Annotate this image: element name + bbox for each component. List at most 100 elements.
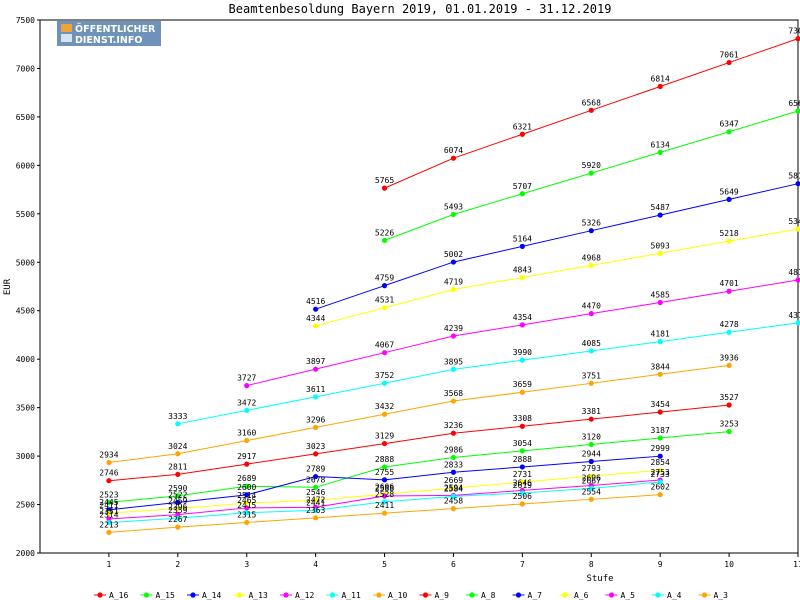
- data-label: 2689: [237, 474, 256, 483]
- data-label: 2600: [237, 483, 256, 492]
- series-a-8: [106, 428, 732, 505]
- data-point: [244, 407, 250, 413]
- data-point: [657, 409, 663, 415]
- data-label: 3054: [513, 439, 532, 448]
- data-label: 4085: [582, 339, 601, 348]
- data-point: [106, 499, 112, 505]
- legend-item: A_8: [466, 591, 496, 600]
- data-point: [175, 515, 181, 521]
- legend-item: A_4: [652, 591, 682, 600]
- data-point: [588, 107, 594, 113]
- data-label: 4719: [444, 278, 463, 287]
- data-label: 2854: [651, 458, 670, 467]
- data-point: [726, 288, 732, 294]
- data-label: 5093: [651, 241, 670, 250]
- data-point: [519, 464, 525, 470]
- legend-marker: [562, 592, 568, 598]
- data-label: 2267: [168, 515, 187, 524]
- data-label: 2441: [306, 498, 325, 507]
- series-a-14: [313, 181, 800, 312]
- data-point: [519, 479, 525, 485]
- legend-label: A_7: [528, 591, 543, 600]
- data-label: 5493: [444, 202, 463, 211]
- data-label: 2733: [651, 470, 670, 479]
- data-point: [657, 467, 663, 473]
- data-point: [450, 155, 457, 161]
- data-point: [175, 524, 181, 530]
- series-a-10: [106, 362, 732, 466]
- legend-label: A_16: [109, 591, 128, 600]
- data-point: [588, 170, 594, 176]
- data-label: 4278: [719, 320, 738, 329]
- data-label: 5707: [513, 182, 532, 191]
- data-label: 3432: [375, 402, 394, 411]
- data-label: 4968: [582, 253, 601, 262]
- data-label: 3568: [444, 389, 463, 398]
- data-point: [106, 516, 112, 522]
- logo-line1: ÖFFENTLICHER: [75, 24, 156, 35]
- data-label: 4516: [306, 297, 325, 306]
- plot-frame: [39, 19, 799, 554]
- data-label: 3936: [719, 353, 738, 362]
- data-point: [450, 286, 457, 293]
- legend-label: A_12: [295, 591, 314, 600]
- data-label: 2944: [582, 450, 601, 459]
- series-a-11: [175, 320, 800, 427]
- data-point: [244, 492, 250, 498]
- data-label: 2746: [99, 469, 118, 478]
- data-label: 2590: [168, 484, 187, 493]
- chart-title: Beamtenbesoldung Bayern 2019, 01.01.2019…: [229, 2, 612, 16]
- data-label: 2594: [444, 483, 463, 492]
- data-point: [519, 322, 525, 328]
- data-label: 2396: [168, 503, 187, 512]
- data-label: 3381: [582, 407, 601, 416]
- data-label: 5164: [513, 234, 532, 243]
- data-point: [381, 510, 388, 516]
- data-label: 2528: [375, 490, 394, 499]
- data-label: 2793: [582, 464, 601, 473]
- series-a-12: [244, 277, 800, 389]
- legend-item: A_7: [512, 591, 543, 600]
- legend-marker: [422, 592, 429, 598]
- data-label: 2696: [582, 474, 601, 483]
- data-label: 4843: [513, 265, 532, 274]
- data-label: 6561: [788, 99, 800, 108]
- data-point: [106, 529, 112, 535]
- data-point: [381, 185, 388, 191]
- data-labels: 5765 6074 6321 6568 6814 7061 7308 5226 5493 5707…: [99, 27, 800, 530]
- legend-marker: [143, 592, 150, 598]
- data-label: 2669: [444, 476, 463, 485]
- data-point: [795, 36, 800, 42]
- data-label: 3659: [513, 380, 532, 389]
- data-label: 2917: [237, 452, 256, 461]
- data-point: [450, 211, 457, 218]
- data-point: [519, 191, 525, 197]
- data-point: [313, 515, 319, 521]
- data-label: 2584: [444, 484, 463, 493]
- data-point: [519, 423, 525, 429]
- data-label: 5765: [375, 176, 394, 185]
- data-point: [657, 149, 663, 155]
- data-label: 3727: [237, 374, 256, 383]
- legend-item: A_9: [419, 591, 449, 600]
- legend-label: A_4: [667, 591, 682, 600]
- data-label: 5487: [651, 203, 670, 212]
- data-label: 2459: [168, 497, 187, 506]
- data-point: [381, 305, 388, 311]
- data-label: 5343: [788, 217, 800, 226]
- data-point: [657, 299, 663, 306]
- data-label: 2458: [444, 497, 463, 506]
- data-point: [106, 478, 112, 484]
- data-label: 3296: [306, 415, 325, 424]
- data-point: [519, 243, 525, 249]
- data-label: 3120: [582, 432, 601, 441]
- data-label: 3333: [168, 412, 187, 421]
- data-label: 2363: [306, 506, 325, 515]
- legend-marker: [515, 592, 522, 598]
- data-label: 3527: [719, 393, 738, 402]
- legend-item: A_10: [373, 591, 407, 600]
- data-label: 2445: [99, 498, 118, 507]
- data-point: [450, 454, 457, 461]
- data-label: 2213: [99, 520, 118, 529]
- data-label: 2755: [375, 468, 394, 477]
